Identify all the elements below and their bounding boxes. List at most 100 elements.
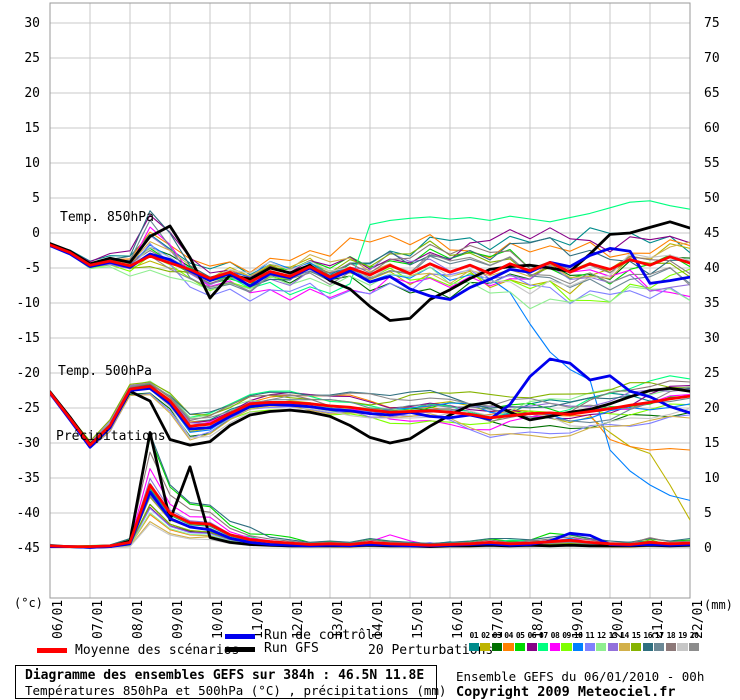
perturbation-color-swatch: [642, 643, 653, 651]
gfs-legend-swatch: [225, 647, 255, 652]
control-legend-label: Run de contrôle: [264, 628, 382, 643]
left-axis-tick: 10: [24, 156, 40, 171]
date-tick: 22/01: [691, 600, 706, 639]
right-axis-tick: 25: [704, 366, 720, 381]
perturbation-key-item: 19: [677, 631, 689, 651]
date-tick: 18/01: [531, 600, 546, 639]
perturbation-number: 06: [527, 631, 537, 640]
right-axis-tick: 15: [704, 436, 720, 451]
perturbation-color-swatch: [561, 643, 572, 651]
mean-t500-line: [50, 384, 690, 447]
right-axis-tick: 30: [704, 331, 720, 346]
perturbation-key-item: 05: [514, 631, 526, 651]
perturbation-color-swatch: [549, 643, 561, 651]
perturbation-key-item: 16: [642, 631, 654, 651]
perturbation-key-item: 18: [665, 631, 677, 651]
perturbation-key-item: 02: [480, 631, 492, 651]
perturbation-number: 04: [504, 631, 513, 640]
perturbation-key-item: 10: [572, 631, 584, 651]
left-axis-tick: -10: [17, 296, 40, 311]
right-axis-tick: 40: [704, 261, 720, 276]
member-05-t850-line: [50, 244, 690, 286]
right-axis-tick: 5: [704, 506, 712, 521]
mean-legend-swatch: [37, 648, 67, 653]
left-axis-tick: -40: [17, 506, 40, 521]
right-axis-tick: 60: [704, 121, 720, 136]
mean-legend-label: Moyenne des scénarios: [75, 643, 240, 658]
perturbation-color-swatch: [503, 643, 514, 651]
right-axis-tick: 45: [704, 226, 720, 241]
diagram-title: Diagramme des ensembles GEFS sur 384h : …: [25, 668, 425, 683]
left-axis-tick: -15: [17, 331, 40, 346]
right-axis-tick: 20: [704, 401, 720, 416]
perturbation-key-item: 15: [630, 631, 642, 651]
member-04-t850-line: [50, 231, 690, 274]
date-tick: 11/01: [251, 600, 266, 639]
perturbation-number: 05: [515, 631, 525, 640]
right-axis-tick: 50: [704, 191, 720, 206]
member-17-t850-line: [50, 219, 690, 293]
perturbation-color-swatch: [584, 643, 595, 651]
left-axis-tick: -45: [17, 541, 40, 556]
perturbation-key-item: 04: [503, 631, 515, 651]
perturbation-color-swatch: [480, 643, 491, 651]
diagram-subtitle: Températures 850hPa et 500hPa (°C) , pré…: [25, 683, 447, 698]
perturbation-color-swatch: [526, 643, 537, 651]
left-axis-tick: -35: [17, 471, 40, 486]
perturbation-color-key: 01 02 03 04 05 06 07 08 09 10 11 12 13 14 15 16 17 18 19 20: [468, 631, 700, 651]
date-tick: 21/01: [651, 600, 666, 639]
control-t500-line: [50, 357, 690, 449]
perturbation-key-item: 06: [526, 631, 538, 651]
left-axis-tick: 20: [24, 86, 40, 101]
series-lines: [50, 200, 690, 549]
control-t850-line: [50, 244, 690, 301]
axis-tick-labels: 302520151050-5-10-15-20-25-30-35-40-4575…: [17, 16, 720, 639]
perturbation-color-swatch: [619, 643, 630, 651]
date-tick: 08/01: [131, 600, 146, 639]
perturbation-color-swatch: [573, 643, 584, 651]
perturbation-color-swatch: [665, 643, 676, 651]
precip-plume-label: Précipitations: [56, 429, 166, 444]
right-axis-tick: 70: [704, 51, 720, 66]
date-tick: 15/01: [411, 600, 426, 639]
perturbation-key-item: 17: [654, 631, 666, 651]
t850-plume-label: Temp. 850hPa: [60, 210, 154, 225]
perturbation-number: 11: [585, 631, 595, 640]
member-16-t850-line: [50, 210, 690, 288]
left-axis-tick: 5: [32, 191, 40, 206]
perturbation-key-item: 01: [468, 631, 480, 651]
perturbation-color-swatch: [515, 643, 526, 651]
left-axis-tick: -5: [24, 261, 40, 276]
perturbation-number: 03: [492, 631, 502, 640]
perturbation-number: 20: [689, 631, 699, 640]
perturbation-color-swatch: [607, 643, 619, 651]
member-12-t850-line: [50, 244, 690, 310]
control-precip-line: [50, 490, 690, 549]
left-axis-tick: -25: [17, 401, 40, 416]
member-06-t850-line: [50, 214, 690, 279]
date-tick: 20/01: [611, 600, 626, 639]
perturbation-key-item: 07: [538, 631, 550, 651]
control-legend-swatch: [225, 634, 255, 639]
perturbation-key-item: 13: [607, 631, 619, 651]
perturbation-number: 17: [654, 631, 664, 640]
mean-t850-line: [50, 243, 690, 284]
left-axis-tick: 30: [24, 16, 40, 31]
date-tick: 12/01: [291, 600, 306, 639]
perturbation-color-swatch: [468, 643, 479, 651]
perturbation-key-item: 09: [561, 631, 573, 651]
perturbation-key-item: 20: [688, 631, 700, 651]
left-axis-unit-label: (°c): [14, 596, 43, 610]
right-axis-tick: 65: [704, 86, 720, 101]
ensemble-chart: 302520151050-5-10-15-20-25-30-35-40-4575…: [17, 2, 720, 639]
perturbation-key-item: 12: [596, 631, 608, 651]
perturbation-number: 14: [620, 631, 629, 640]
perturbation-number: 08: [550, 631, 560, 640]
member-20-t850-line: [50, 244, 690, 292]
perturbation-number: 15: [631, 631, 641, 640]
perturbation-color-swatch: [654, 643, 665, 651]
member-01-t850-line: [50, 227, 690, 278]
perturbation-number: 16: [643, 631, 653, 640]
perturbation-number: 09: [562, 631, 571, 640]
